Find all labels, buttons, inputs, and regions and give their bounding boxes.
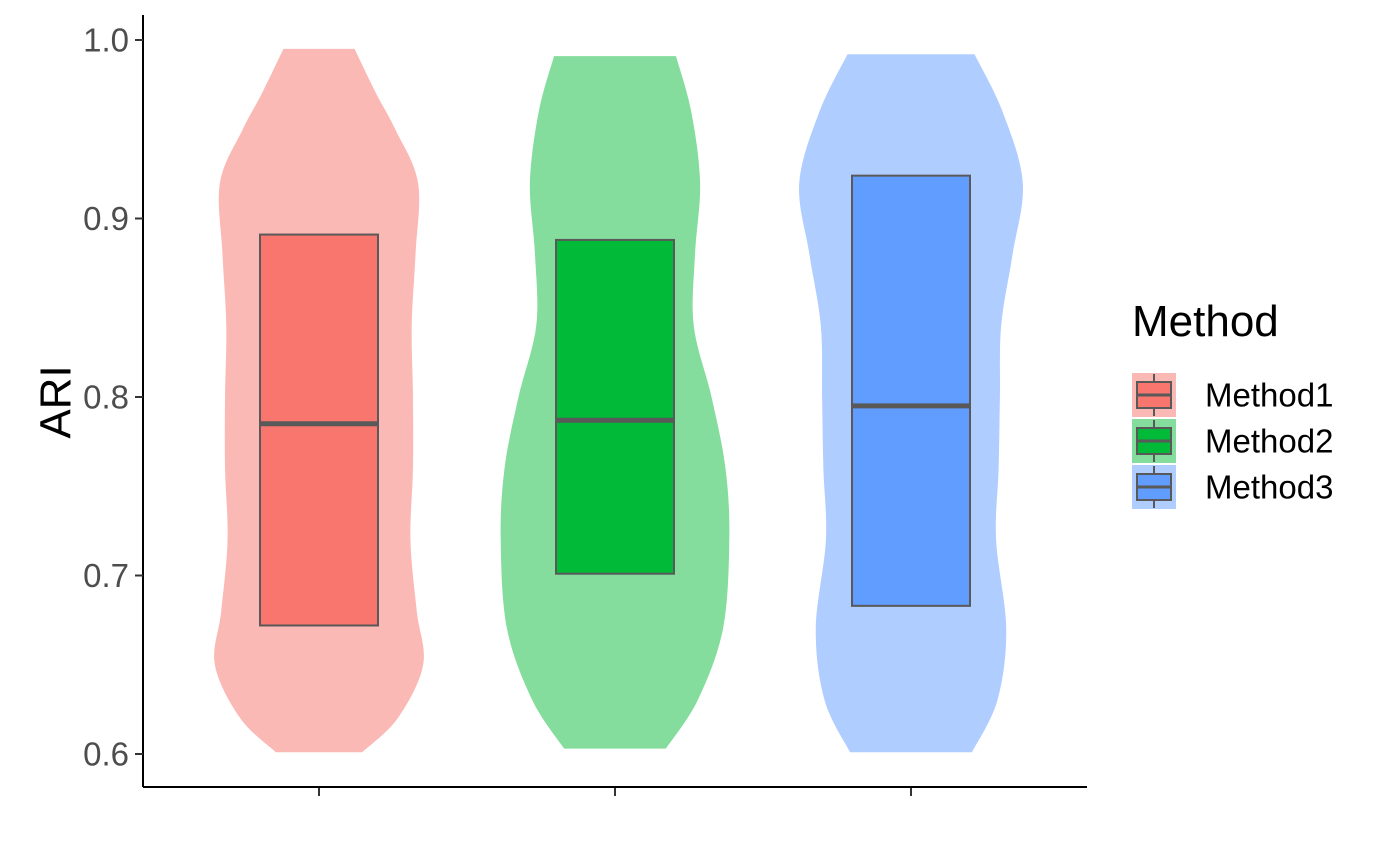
- y-tick-label: 0.9: [83, 200, 129, 237]
- legend-title: Method: [1132, 297, 1279, 346]
- legend-label: Method2: [1205, 423, 1333, 460]
- legend-item-method3: Method3: [1132, 465, 1333, 509]
- y-tick-label: 0.6: [83, 736, 129, 773]
- box-method1: [259, 233, 379, 627]
- box-layer: [259, 174, 971, 627]
- axes: 0.6 0.7 0.8 0.9 1.0: [83, 15, 1087, 796]
- box-method3: [851, 174, 971, 607]
- legend: Method Method1 Method2 Method3: [1132, 297, 1333, 509]
- y-tick-label: 1.0: [83, 22, 129, 59]
- legend-item-method2: Method2: [1132, 419, 1333, 463]
- legend-label: Method1: [1205, 377, 1333, 414]
- y-tick-label: 0.8: [83, 379, 129, 416]
- legend-label: Method3: [1205, 469, 1333, 506]
- y-axis-title: ARI: [32, 365, 81, 438]
- y-tick-label: 0.7: [83, 557, 129, 594]
- box-method2: [555, 238, 675, 575]
- legend-item-method1: Method1: [1132, 373, 1333, 417]
